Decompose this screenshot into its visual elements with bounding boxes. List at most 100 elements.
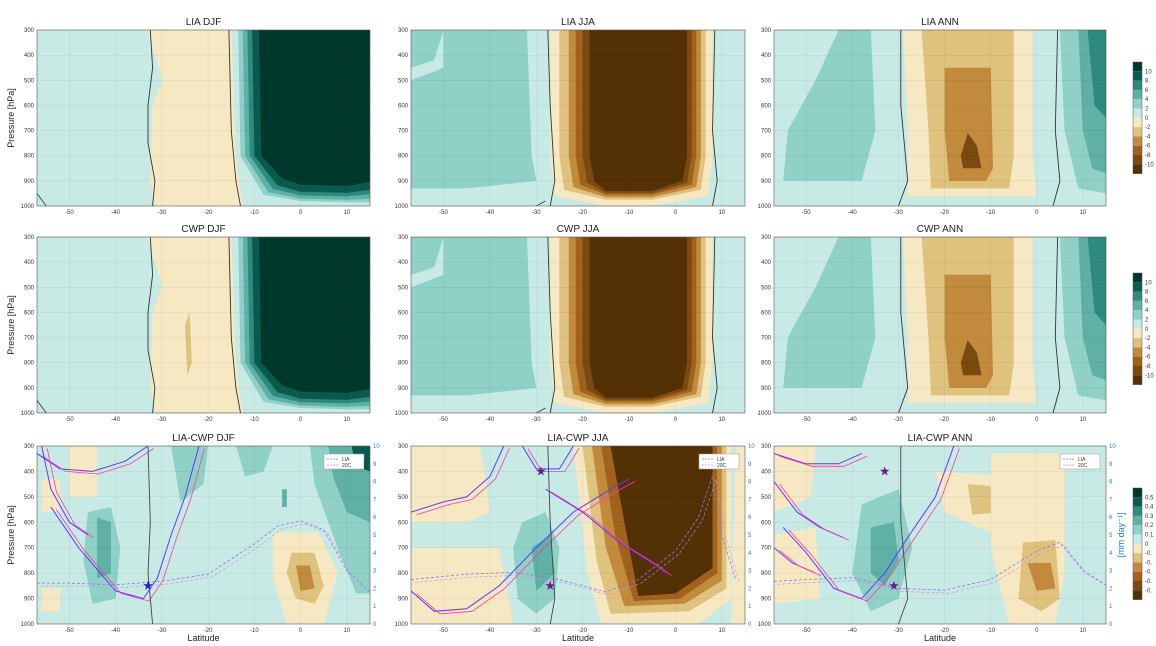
- x-tick-label: 10: [344, 417, 351, 423]
- x-tick-label: -40: [486, 417, 495, 423]
- colorbar-swatch: [1133, 71, 1142, 81]
- y-tick-label: 900: [761, 179, 772, 185]
- x-tick-label: -40: [486, 628, 495, 634]
- colorbar-top: 10 8 6 4 2 0 -2 -4 -6 -8 -10: [1132, 61, 1154, 174]
- contour-fill: [531, 535, 555, 591]
- x-tick-label: -20: [940, 210, 949, 216]
- x-tick-label: 10: [718, 210, 725, 216]
- y-tick-label: 700: [24, 129, 35, 135]
- y-tick-label: 400: [398, 260, 409, 266]
- colorbar-swatch: [1133, 310, 1142, 320]
- y-tick-label: 300: [24, 444, 35, 450]
- colorbar-label: 4: [1145, 97, 1149, 103]
- axes-frame: [410, 445, 746, 625]
- secondary-tick-label: 0: [1109, 622, 1113, 628]
- x-tick-label: -20: [940, 628, 949, 634]
- y-tick-label: 800: [24, 571, 35, 577]
- secondary-axis-label: [mm day⁻¹]: [1116, 513, 1126, 558]
- axes-frame: [36, 29, 371, 207]
- colorbar-label: -10: [1145, 373, 1154, 379]
- secondary-tick-label: 2: [748, 586, 752, 592]
- y-tick-label: 300: [24, 28, 35, 34]
- colorbar-swatch: [1133, 136, 1142, 146]
- 20c-contour: [779, 455, 868, 467]
- colorbar-label: -2: [1145, 125, 1151, 131]
- axes-frame: [36, 236, 371, 414]
- x-tick-label: -40: [111, 417, 120, 423]
- colorbar-swatch: [1133, 553, 1142, 563]
- x-tick-label: 0: [674, 628, 678, 634]
- colorbar-swatch: [1133, 347, 1142, 357]
- colorbar-frame: [1132, 272, 1143, 385]
- y-tick-label: 400: [398, 469, 409, 475]
- y-tick-label: 900: [24, 597, 35, 603]
- y-tick-label: 600: [761, 520, 772, 526]
- colorbar-label: -6: [1145, 144, 1151, 150]
- contour-fill: [1087, 30, 1106, 118]
- x-tick-label: 0: [1035, 417, 1039, 423]
- y-tick-label: 800: [398, 154, 409, 160]
- y-tick-label: 900: [761, 597, 772, 603]
- secondary-tick-label: 8: [373, 480, 377, 486]
- y-tick-label: 300: [398, 444, 409, 450]
- y-tick-label: 600: [761, 310, 772, 316]
- zero-contour: [712, 30, 718, 206]
- y-tick-label: 500: [24, 495, 35, 501]
- contour-fill: [411, 30, 444, 68]
- x-tick-label: -20: [204, 628, 213, 634]
- legend-lia-label: LIA: [1078, 457, 1086, 463]
- x-tick-label: -50: [802, 628, 811, 634]
- secondary-tick-label: 5: [748, 533, 752, 539]
- x-tick-label: -20: [204, 417, 213, 423]
- secondary-tick-label: 8: [748, 480, 752, 486]
- y-tick-label: 600: [398, 520, 409, 526]
- secondary-tick-label: 4: [1109, 551, 1113, 557]
- secondary-tick-label: 4: [373, 551, 377, 557]
- contour-fill: [411, 237, 537, 396]
- lia-contour: [411, 446, 505, 513]
- x-tick-label: -10: [625, 628, 634, 634]
- zero-contour: [1052, 237, 1061, 413]
- secondary-tick-label: 6: [1109, 515, 1113, 521]
- x-tick-label: -30: [894, 628, 903, 634]
- secondary-tick-label: 5: [373, 533, 377, 539]
- x-tick-label: -10: [986, 628, 995, 634]
- colorbar-swatch: [1133, 590, 1142, 600]
- colorbars: 1086420-2-4-6-8-101086420-2-4-6-8-100.50…: [1132, 61, 1154, 600]
- x-tick-label: -30: [532, 417, 541, 423]
- y-tick-label: 400: [761, 260, 772, 266]
- x-tick-label: -30: [158, 417, 167, 423]
- secondary-tick-label: 9: [1109, 462, 1113, 468]
- secondary-tick-label: 0: [373, 622, 377, 628]
- legend-20c-label: 20C: [717, 463, 727, 469]
- colorbar-swatch: [1133, 571, 1142, 581]
- plot-area: [37, 30, 370, 206]
- y-tick-label: 700: [24, 336, 35, 342]
- contour-fill: [589, 237, 687, 398]
- y-tick-label: 500: [24, 285, 35, 291]
- 20c-contour: [779, 483, 849, 541]
- x-tick-label: -10: [986, 210, 995, 216]
- secondary-tick-label: 7: [748, 497, 752, 503]
- secondary-tick-label: 1: [748, 604, 752, 610]
- secondary-tick-label: 2: [1109, 586, 1113, 592]
- panel-cwp-jja: CWP JJA -50 -40 -30 -20 -10 0 10 300 400 500 600 700…: [395, 224, 746, 423]
- x-tick-label: -40: [848, 417, 857, 423]
- colorbar-swatch: [1133, 291, 1142, 301]
- y-tick-label: 800: [24, 154, 35, 160]
- lia-contour: [411, 478, 630, 612]
- secondary-tick-label: 6: [373, 515, 377, 521]
- colorbar-swatch: [1133, 99, 1142, 109]
- 20c-precip-line: [777, 544, 1106, 594]
- colorbar-swatch: [1133, 506, 1142, 516]
- plot-area: [411, 237, 745, 413]
- secondary-tick-label: 7: [373, 497, 377, 503]
- zero-contour: [536, 200, 546, 206]
- 20c-contour: [779, 549, 822, 577]
- y-tick-label: 1000: [758, 204, 772, 210]
- panel-title: LIA DJF: [186, 17, 222, 28]
- colorbar-label: 8: [1145, 79, 1149, 85]
- colorbar-label: -0.: [1145, 560, 1152, 566]
- colorbar-label: 10: [1145, 280, 1152, 286]
- colorbar-label: 2: [1145, 107, 1149, 113]
